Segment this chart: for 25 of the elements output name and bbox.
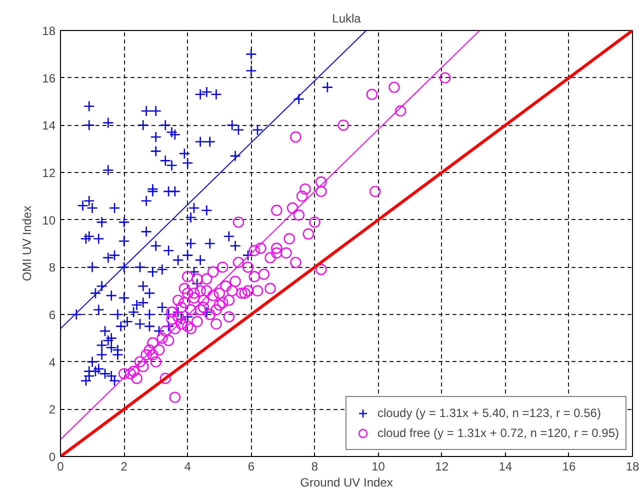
y-tick-label: 4 (48, 355, 56, 370)
chart-title: Lukla (332, 12, 362, 26)
x-axis-title: Ground UV Index (300, 476, 393, 490)
y-tick-label: 2 (48, 402, 56, 417)
x-tick-label: 6 (248, 460, 255, 474)
x-tick-label: 4 (184, 460, 192, 474)
x-tick-label: 10 (372, 460, 386, 474)
y-tick-label: 16 (42, 71, 56, 86)
x-tick-label: 12 (435, 460, 449, 474)
legend-label: cloudy (y = 1.31x + 5.40, n =123, r = 0.56) (378, 406, 601, 420)
x-tick-label: 0 (57, 460, 64, 474)
y-tick-label: 8 (48, 260, 56, 275)
x-tick-label: 14 (498, 460, 512, 474)
y-tick-label: 18 (42, 24, 56, 38)
legend-label: cloud free (y = 1.31x + 0.72, n =120, r = 0.95) (378, 426, 619, 440)
y-tick-label: 14 (42, 118, 56, 133)
x-tick-label: 18 (626, 460, 640, 474)
y-axis-title: OMI UV Index (20, 206, 34, 282)
y-tick-label: 12 (42, 166, 56, 180)
x-tick-label: 8 (311, 460, 318, 474)
y-tick-label: 6 (48, 308, 56, 322)
y-tick-label: 0 (48, 450, 56, 464)
x-tick-label: 2 (120, 460, 128, 474)
x-tick-label: 16 (562, 460, 576, 474)
y-tick-label: 10 (42, 213, 56, 228)
